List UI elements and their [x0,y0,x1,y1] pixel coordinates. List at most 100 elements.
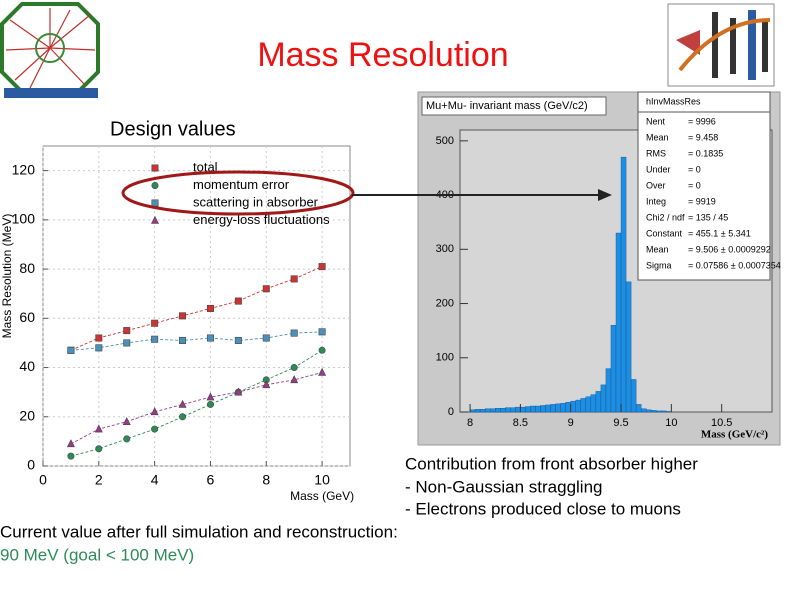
stats-label: RMS [646,148,666,158]
stats-value: = 9.458 [688,132,718,142]
marker [122,417,131,425]
marker [206,392,215,401]
marker [179,336,187,344]
x-tick-label: 2 [95,472,103,488]
histogram-bar [625,281,632,413]
histogram-bar [600,384,607,413]
marker [179,413,187,421]
stats-value: = 135 / 45 [688,212,728,222]
legend-marker [151,182,159,190]
marker [262,380,271,389]
stats-value: = 0 [688,164,701,174]
series-line [70,372,323,445]
histogram-bar [550,404,556,413]
histogram-bar [635,404,642,413]
histogram-bar [610,325,617,413]
histogram-bar [560,403,566,413]
stats-label: Chi2 / ndf [646,212,685,222]
histogram-bar [525,406,531,413]
histogram-bar [580,398,587,413]
title-box [421,96,607,116]
marker [178,399,187,408]
series-line [70,266,323,351]
stats-value: = 9996 [688,116,716,126]
stats-title: hInvMassRes [646,96,701,106]
legend-marker [151,199,159,207]
current-value: 90 MeV (goal < 100 MeV) [0,545,194,564]
marker [151,335,159,343]
series-line [70,349,323,457]
histogram-bar [479,409,486,413]
stats-label: Nent [646,116,666,126]
histogram-bar [585,396,592,413]
marker [94,424,103,433]
x-tick-label: 10.5 [711,417,732,429]
series-line [70,331,323,351]
y-tick-label: 60 [19,309,35,325]
marker [123,327,131,335]
histogram-bar [535,405,541,413]
stats-value: = 9919 [688,196,716,206]
slide-title: Mass Resolution [257,36,508,74]
histogram-bar [595,391,602,413]
y-tick-label: 0 [27,457,35,473]
x-tick-label: 8 [262,472,270,488]
histogram-bar [484,408,491,413]
legend-label: total [193,159,218,174]
histogram-bar [495,408,501,413]
marker [123,435,131,443]
marker [206,334,214,342]
marker [318,328,326,336]
x-tick-label: 9.5 [613,417,628,429]
y-tick-label: 20 [19,407,35,423]
marker [151,425,159,433]
x-tick-label: 4 [151,472,159,488]
histogram-bar [570,400,576,413]
design-label: Design values [110,118,236,140]
legend-label: energy-loss fluctuations [193,212,330,227]
stats-value: = 0.07586 ± 0.0007354 [688,260,781,270]
y-tick-label: 80 [19,260,35,276]
x-tick-label: 6 [207,472,215,488]
histogram-bar [620,156,627,413]
marker [206,400,214,408]
stats-label: Constant [646,228,683,238]
y-tick-label: 0 [448,406,454,418]
marker [150,407,159,416]
stats-value: = 9.506 ± 0.0009292 [688,244,771,254]
histogram-bar [565,402,571,413]
note-line: - Non-Gaussian straggling [405,477,602,496]
marker [318,263,326,271]
y-axis-label: Mass Resolution (MeV) [0,214,14,339]
marker [206,304,214,312]
legend-label: scattering in absorber [193,194,319,209]
note-line: - Electrons produced close to muons [405,499,681,518]
note-line: Contribution from front absorber higher [405,454,698,473]
x-tick-label: 8.5 [513,417,528,429]
marker [67,346,75,354]
marker [290,329,298,337]
marker [318,346,326,354]
x-axis-label: Mass (GeV/c²) [701,429,768,441]
x-tick-label: 10 [665,417,677,429]
y-tick-label: 100 [436,352,454,364]
histogram-bar [645,409,652,413]
x-tick-label: 10 [314,472,330,488]
histogram-bar [605,368,612,413]
stats-label: Over [646,180,666,190]
stats-label: Under [646,164,671,174]
stats-label: Integ [646,196,666,206]
x-tick-label: 0 [39,472,47,488]
histogram-bar [630,379,637,413]
histogram-bar [590,394,597,413]
marker [234,336,242,344]
histogram-bar [530,405,536,413]
marker [262,334,270,342]
histogram-bar [640,408,647,413]
marker [290,364,298,372]
histogram-bar [505,407,511,413]
histogram-bar [520,406,526,413]
marker [262,285,270,293]
arrow-head [598,189,612,201]
